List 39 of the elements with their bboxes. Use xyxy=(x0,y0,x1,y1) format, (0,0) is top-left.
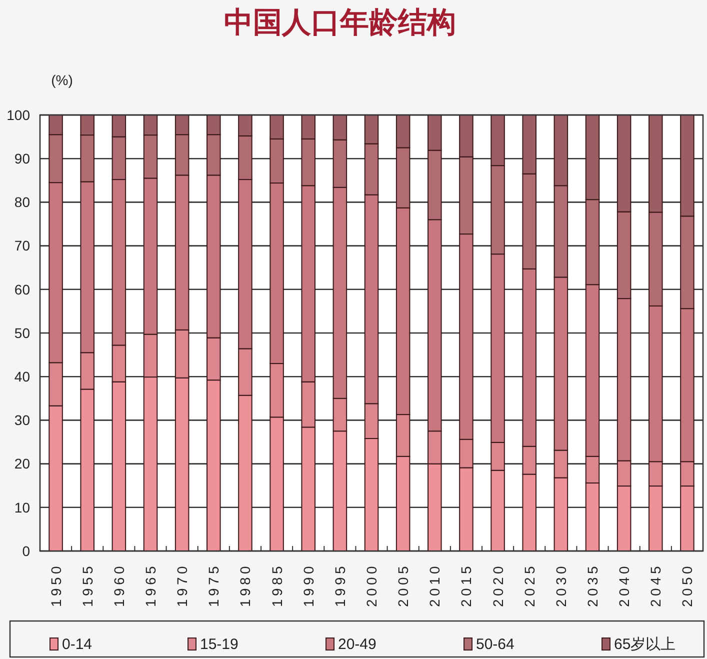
y-tick-label: 50 xyxy=(14,324,30,341)
x-tick-label: 2020 xyxy=(490,563,506,607)
x-tick-label: 2010 xyxy=(426,563,443,607)
x-tick-label: 2050 xyxy=(679,563,696,607)
y-tick-label: 100 xyxy=(6,106,30,123)
x-tick-label: 1955 xyxy=(79,563,96,607)
y-tick-label: 20 xyxy=(14,456,30,472)
x-tick-label: 1985 xyxy=(268,563,285,607)
x-tick-label: 2015 xyxy=(458,563,474,607)
y-tick-label: 70 xyxy=(14,238,30,254)
x-tick-label: 2005 xyxy=(395,563,412,607)
x-tick-label: 2000 xyxy=(364,563,380,607)
x-tick-label: 2035 xyxy=(584,563,600,607)
y-tick-label: 0 xyxy=(22,542,30,559)
x-tick-label: 2040 xyxy=(616,563,632,607)
x-tick-label: 1980 xyxy=(237,563,254,607)
x-tick-label: 1990 xyxy=(300,563,316,607)
x-tick-label: 1960 xyxy=(110,563,127,607)
x-tick-label: 1965 xyxy=(142,563,158,607)
legend-label: 65岁以上 xyxy=(614,636,676,653)
x-tick-label: 1975 xyxy=(206,563,222,607)
x-tick-label: 1970 xyxy=(174,563,190,607)
legend-label: 20-49 xyxy=(338,636,376,653)
x-tick-label: 2025 xyxy=(521,563,538,607)
x-tick-label: 2030 xyxy=(552,563,569,607)
x-tick-label: 1995 xyxy=(332,563,348,607)
chart-title: 中国人口年龄结构 xyxy=(224,7,456,39)
legend-label: 0-14 xyxy=(62,636,92,653)
y-tick-label: 60 xyxy=(14,281,30,298)
y-tick-label: 10 xyxy=(14,499,30,516)
y-tick-label: 40 xyxy=(14,368,30,384)
x-tick-label: 1950 xyxy=(48,563,64,607)
legend-label: 50-64 xyxy=(476,636,514,653)
y-tick-label: 80 xyxy=(14,194,30,210)
y-tick-label: 30 xyxy=(14,412,30,428)
x-tick-label: 2045 xyxy=(648,563,664,607)
y-tick-label: 90 xyxy=(14,150,30,166)
legend-label: 15-19 xyxy=(200,636,238,653)
y-axis-title: (%) xyxy=(51,72,73,88)
